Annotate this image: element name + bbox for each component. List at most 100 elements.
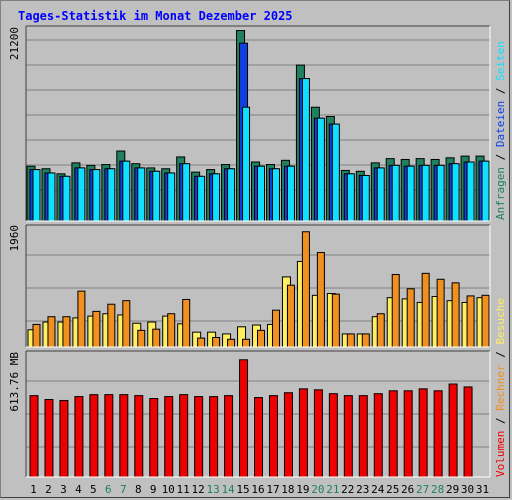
volumen-bar [254,397,264,478]
volumen-bar [224,395,234,478]
volumen-bar [418,388,428,478]
day-label: 15 [236,483,249,496]
rechner-bar [242,338,251,348]
rechner-bar [77,290,86,348]
day-label: 5 [90,483,97,496]
seiten-bar [152,170,161,222]
seiten-bar [316,117,325,222]
volumen-bar [29,395,39,478]
day-label: 13 [206,483,219,496]
volumen-bar [313,389,323,478]
day-label: 30 [461,483,474,496]
day-label: 20 [311,483,324,496]
seiten-bar [212,173,221,222]
legend-besuche: Besuche [494,298,507,344]
day-label: 2 [45,483,52,496]
rechner-bar [376,313,385,348]
rechner-bar [167,313,176,348]
volumen-bar [119,394,129,478]
rechner-bar [346,333,355,348]
seiten-bar [376,167,385,222]
rechner-bar [62,316,71,348]
day-label: 26 [401,483,414,496]
legend-dateien: Dateien [494,101,507,147]
seiten-bar [122,160,131,222]
seiten-bar [47,172,56,222]
day-label: 31 [476,483,489,496]
seiten-bar [107,168,116,222]
volumen-bar [194,396,204,478]
seiten-bar [286,165,295,222]
seiten-bar [182,163,191,222]
day-label: 23 [356,483,369,496]
legend-volumen: Volumen [494,431,507,477]
day-label: 8 [135,483,142,496]
rechner-bar [32,323,41,348]
seiten-bar [436,164,445,222]
rechner-bar [451,282,460,348]
day-label: 12 [192,483,205,496]
seiten-bar [421,164,430,222]
rechner-bar [137,329,146,348]
max-value-label: 613.76 MB [8,352,21,412]
seiten-bar [77,167,86,222]
legend-separator: / [494,345,507,365]
legend-rechner: Rechner [494,364,507,411]
seiten-bar [32,169,41,222]
day-label: 18 [281,483,294,496]
rechner-bar [391,274,400,348]
volumen-bar [164,396,174,478]
day-label: 21 [326,483,339,496]
volumen-bar [104,394,114,478]
legend-seiten: Seiten [494,41,507,81]
volumen-bar [239,359,249,478]
volumen-bar [388,390,398,478]
day-label: 25 [386,483,399,496]
chart-title: Tages-Statistik im Monat Dezember 2025 [18,9,293,23]
volumen-bar [298,388,308,478]
max-value-label: 1960 [8,225,21,252]
day-label: 16 [251,483,264,496]
seiten-bar [361,174,370,222]
volumen-bar [283,392,293,478]
legend-separator: / [494,147,507,167]
rechner-bar [107,303,116,348]
day-label: 24 [371,483,385,496]
volumen-bar [463,386,473,478]
day-label: 29 [446,483,459,496]
day-label: 22 [341,483,354,496]
rechner-bar [421,272,430,348]
volumen-bar [328,393,338,478]
volumen-bar [343,395,353,478]
volumen-bar [373,393,383,478]
day-label: 3 [60,483,67,496]
rechner-bar [47,316,56,348]
rechner-bar [361,333,370,348]
day-label: 4 [75,483,82,496]
rechner-bar [286,284,295,348]
day-label: 14 [221,483,235,496]
max-value-label: 21200 [8,27,21,60]
legend: Volumen / Rechner / Besuche [494,298,507,477]
day-label: 7 [120,483,127,496]
seiten-bar [391,164,400,222]
seiten-bar [62,175,71,222]
rechner-bar [316,252,325,348]
volumen-bar [89,394,99,478]
day-label: 11 [177,483,190,496]
day-label: 1 [30,483,37,496]
volumen-bar [209,396,219,478]
seiten-bar [137,167,146,222]
volumen-bar [74,396,84,478]
rechner-bar [481,294,490,348]
seiten-bar [331,123,340,222]
rechner-bar [212,336,221,348]
rechner-bar [152,328,161,348]
day-label: 9 [150,483,157,496]
seiten-bar [271,168,280,222]
volumen-bar [44,399,54,478]
seiten-bar [481,160,490,222]
legend: Anfragen / Dateien / Seiten [494,41,507,220]
seiten-bar [227,168,236,222]
